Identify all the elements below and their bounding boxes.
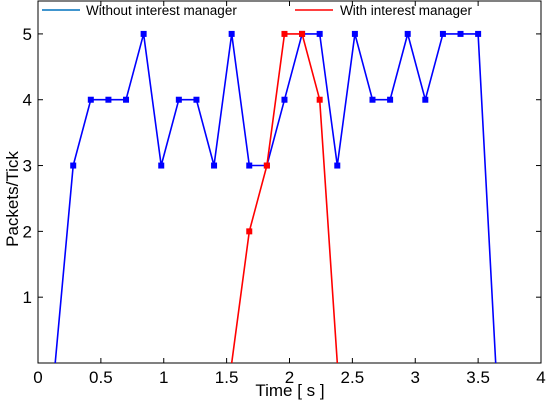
x-tick-label: 2 <box>285 368 294 387</box>
x-tick-label: 1.5 <box>215 368 239 387</box>
data-point-without-interest-manager <box>228 30 235 37</box>
x-axis-label: Time [ s ] <box>255 381 324 400</box>
data-point-without-interest-manager <box>457 30 464 37</box>
series-layer <box>54 30 497 364</box>
data-point-without-interest-manager <box>475 30 482 37</box>
y-tick-label: 5 <box>23 25 32 44</box>
x-tick-label: 1 <box>159 368 168 387</box>
x-tick-label: 0.5 <box>89 368 113 387</box>
series-line-with-interest-manager <box>230 33 339 364</box>
x-tick-label: 3 <box>411 368 420 387</box>
y-tick-label: 1 <box>23 288 32 307</box>
x-tick-label: 0 <box>33 368 42 387</box>
x-tick-label: 3.5 <box>466 368 490 387</box>
legend-label-with-interest-manager: With interest manager <box>340 3 473 18</box>
legend-label-without-interest-manager: Without interest manager <box>86 3 237 18</box>
y-tick-label: 2 <box>23 222 32 241</box>
data-point-with-interest-manager <box>299 30 306 37</box>
y-tick-label: 4 <box>23 91 32 110</box>
data-point-without-interest-manager <box>387 96 394 103</box>
data-point-without-interest-manager <box>87 96 94 103</box>
data-point-without-interest-manager <box>439 30 446 37</box>
data-point-with-interest-manager <box>316 96 323 103</box>
data-point-without-interest-manager <box>334 162 341 169</box>
plot-frame <box>37 0 542 364</box>
plot-border <box>37 0 542 364</box>
data-point-without-interest-manager <box>316 30 323 37</box>
data-point-without-interest-manager <box>123 96 130 103</box>
y-axis-label: Packets/Tick <box>3 151 22 247</box>
data-point-without-interest-manager <box>281 96 288 103</box>
data-point-without-interest-manager <box>404 30 411 37</box>
data-point-without-interest-manager <box>369 96 376 103</box>
data-point-with-interest-manager <box>281 30 288 37</box>
tick-layer: 0 0.5 1 1.5 2 2.5 3 3.5 4 1 2 3 4 5 <box>23 1 546 387</box>
data-point-without-interest-manager <box>140 30 147 37</box>
data-point-without-interest-manager <box>158 162 165 169</box>
data-point-without-interest-manager <box>246 162 253 169</box>
data-point-with-interest-manager <box>246 228 253 235</box>
data-point-with-interest-manager <box>263 162 270 169</box>
data-point-without-interest-manager <box>70 162 77 169</box>
data-point-without-interest-manager <box>193 96 200 103</box>
data-point-without-interest-manager <box>211 162 218 169</box>
x-tick-label: 2.5 <box>341 368 365 387</box>
legend: Without interest manager With interest m… <box>42 3 473 18</box>
data-point-without-interest-manager <box>422 96 429 103</box>
data-point-without-interest-manager <box>175 96 182 103</box>
y-tick-label: 3 <box>23 157 32 176</box>
data-point-without-interest-manager <box>105 96 112 103</box>
data-point-without-interest-manager <box>351 30 358 37</box>
series-line-without-interest-manager <box>54 30 497 364</box>
x-tick-label: 4 <box>536 368 545 387</box>
